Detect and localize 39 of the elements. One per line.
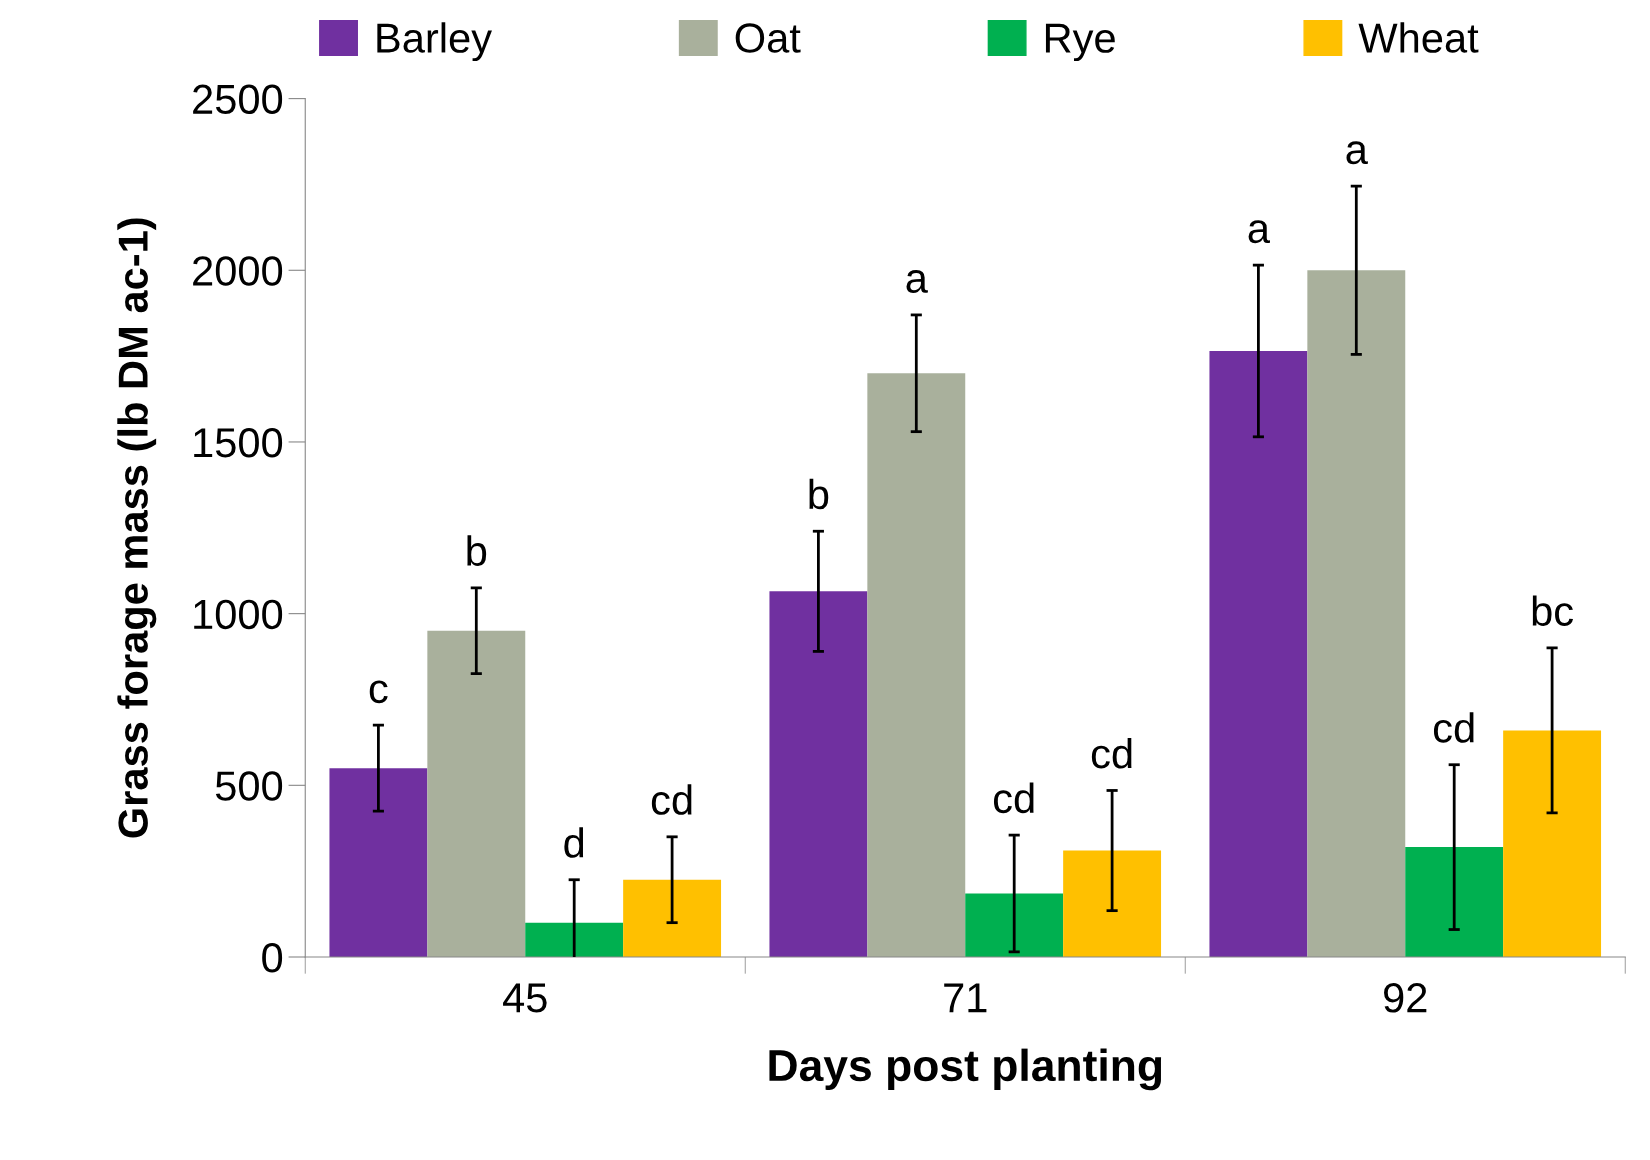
data-label: a (906, 270, 928, 293)
legend-label: Barley (377, 22, 492, 62)
bar (525, 922, 624, 957)
legend-label: Oat (735, 23, 801, 53)
y-tick-label: 2500 (193, 84, 283, 115)
data-label: b (809, 478, 829, 510)
y-tick-label: 1000 (194, 599, 283, 630)
x-tick-label: 71 (944, 983, 987, 1013)
bar (965, 893, 1064, 957)
data-label: a (1248, 220, 1270, 244)
x-tick-label: 45 (503, 983, 547, 1013)
data-label: b (467, 535, 487, 566)
bar (1307, 270, 1406, 957)
y-tick-label: 500 (215, 771, 283, 801)
data-label: cd (651, 784, 692, 815)
y-tick-label: 1500 (194, 427, 283, 458)
data-label: cd (1091, 737, 1132, 769)
legend-label: Wheat (1358, 22, 1479, 53)
bar (329, 768, 428, 957)
bar (1503, 730, 1602, 957)
data-label: a (1346, 141, 1368, 165)
x-tick-label: 92 (1384, 983, 1427, 1013)
bar (867, 373, 966, 957)
data-label: bc (1532, 595, 1573, 627)
bar (1063, 850, 1162, 957)
data-label: d (564, 827, 584, 858)
data-label: c (369, 680, 388, 704)
bar (1209, 350, 1308, 957)
data-label: cd (1433, 712, 1474, 743)
legend-label: Rye (1045, 23, 1115, 62)
bar (769, 591, 868, 957)
bar (427, 630, 526, 957)
bar (1405, 847, 1504, 957)
y-axis-title: Grass forage mass (lb DM ac-1) (117, 218, 157, 838)
bar (623, 879, 722, 957)
y-tick-label: 2000 (193, 256, 283, 286)
x-axis-title: Days post planting (769, 1048, 1162, 1091)
y-tick-label: 0 (262, 943, 283, 973)
data-label: cd (993, 782, 1034, 814)
